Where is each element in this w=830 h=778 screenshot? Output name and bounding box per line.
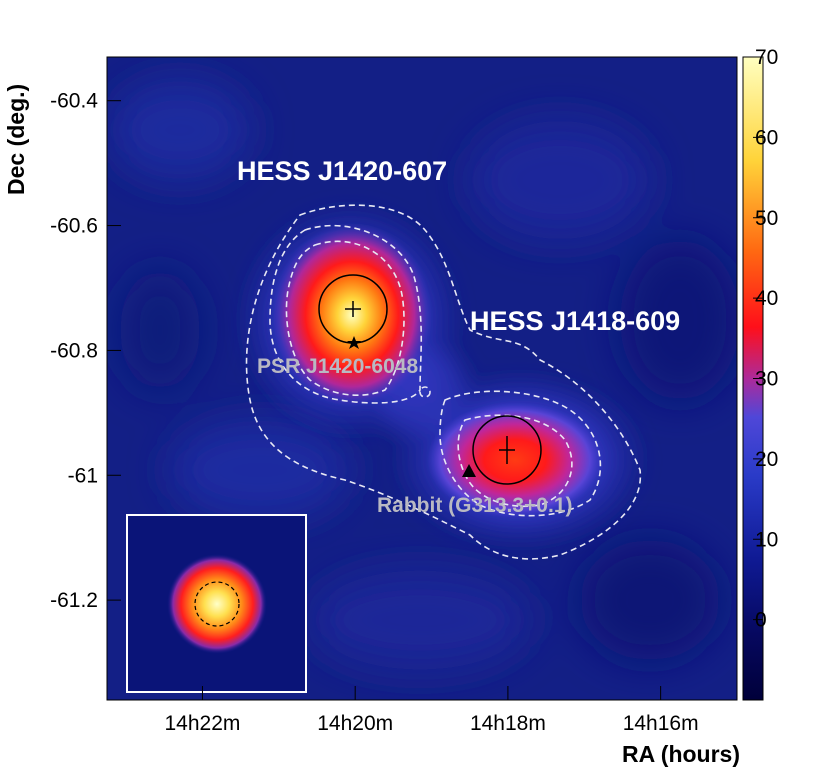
label-rabbit: Rabbit (G313.3+0.1) bbox=[377, 494, 573, 517]
rabbit-triangle-marker bbox=[462, 464, 476, 477]
x-tick-label: 14h18m bbox=[470, 712, 546, 735]
plot-frame bbox=[106, 56, 738, 701]
y-tick-label: -60.6 bbox=[50, 215, 98, 238]
hess-j1420-607-emission bbox=[272, 223, 432, 407]
contour-outer bbox=[245, 204, 642, 560]
colorbar: 70 60 50 40 30 20 10 0 bbox=[742, 46, 778, 701]
colorbar-tick-label: 60 bbox=[755, 126, 778, 149]
colorbar-ticks: 70 60 50 40 30 20 10 0 bbox=[753, 46, 778, 632]
y-tick-label: -60.4 bbox=[50, 90, 98, 113]
colorbar-tick-label: 0 bbox=[755, 609, 767, 632]
colorbar-tick-label: 10 bbox=[755, 528, 778, 551]
counterpart-markers bbox=[347, 336, 476, 477]
psf-circle bbox=[194, 581, 240, 627]
map-noise bbox=[110, 80, 737, 670]
x-axis-title: RA (hours) bbox=[622, 741, 740, 767]
y-axis-title: Dec (deg.) bbox=[3, 84, 29, 195]
x-tick-label: 14h20m bbox=[317, 712, 393, 735]
x-tick-label: 14h22m bbox=[165, 712, 241, 735]
y-axis: -60.4 -60.6 -60.8 -61 -61.2 bbox=[50, 90, 121, 612]
x-axis: 14h22m 14h20m 14h18m 14h16m bbox=[165, 686, 699, 735]
label-hess-j1418-609: HESS J1418-609 bbox=[470, 306, 680, 336]
y-tick-label: -61 bbox=[68, 464, 98, 487]
psr-star-marker bbox=[347, 336, 361, 349]
label-hess-j1420-607: HESS J1420-607 bbox=[237, 156, 447, 186]
colorbar-tick-label: 20 bbox=[755, 448, 778, 471]
x-tick-label: 14h16m bbox=[623, 712, 699, 735]
psf-inset bbox=[126, 514, 307, 693]
j1418-fit-circle bbox=[472, 415, 542, 485]
label-psr-j1420-6048: PSR J1420-6048 bbox=[257, 355, 418, 378]
contour-middle-2 bbox=[439, 390, 602, 517]
y-tick-label: -60.8 bbox=[50, 339, 98, 362]
contour-blob bbox=[419, 386, 431, 398]
y-tick-label: -61.2 bbox=[50, 589, 98, 612]
contour-inner bbox=[285, 240, 405, 396]
colorbar-tick-label: 70 bbox=[755, 46, 778, 69]
hess-j1418-609-emission bbox=[427, 402, 603, 518]
contour-middle bbox=[269, 224, 423, 404]
source-blobs bbox=[272, 223, 603, 518]
colorbar-tick-label: 30 bbox=[755, 368, 778, 391]
colorbar-tick-label: 40 bbox=[755, 287, 778, 310]
contour-inner-2 bbox=[457, 414, 573, 508]
significance-contours bbox=[245, 204, 642, 560]
map-area: HESS J1420-607 HESS J1418-609 PSR J1420-… bbox=[107, 57, 737, 700]
colorbar-tick-label: 50 bbox=[755, 207, 778, 230]
